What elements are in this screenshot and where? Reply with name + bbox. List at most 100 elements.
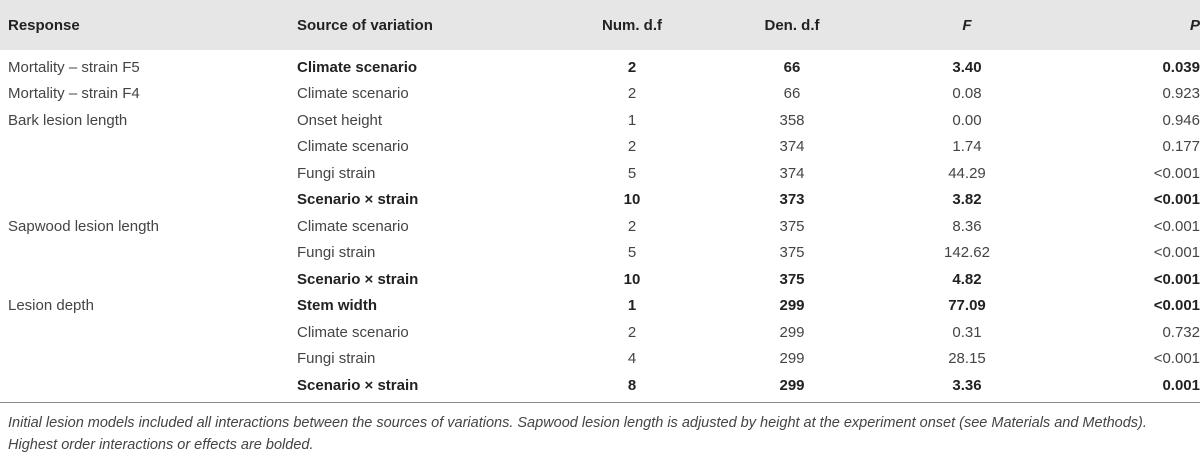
- header-f-label: F: [962, 16, 972, 34]
- cell-p-value: <0.001: [1153, 244, 1200, 262]
- table-row: Scenario × strain 10 375 4.82 <0.001: [0, 266, 1200, 293]
- cell-num-df: 2: [627, 217, 637, 235]
- cell-f-value: 8.36: [952, 217, 982, 235]
- header-response: Response: [8, 16, 80, 34]
- cell-f-value: 0.00: [952, 111, 982, 129]
- cell-den-df: 358: [779, 111, 805, 129]
- cell-num-df: 2: [627, 138, 637, 156]
- cell-source-of-variation: Scenario × strain: [297, 191, 419, 209]
- table-row: Scenario × strain 8 299 3.36 0.001: [0, 372, 1200, 403]
- cell-den-df: 299: [779, 350, 805, 368]
- cell-num-df: 2: [627, 323, 637, 341]
- cell-f-value: 0.08: [952, 85, 982, 103]
- header-p-label: P: [1189, 16, 1200, 34]
- header-num-df: Num. d.f: [602, 16, 662, 34]
- table-row: Climate scenario 2 374 1.74 0.177: [0, 134, 1200, 161]
- table-footnote: Initial lesion models included all inter…: [8, 414, 1147, 453]
- cell-num-df: 2: [627, 58, 637, 76]
- cell-num-df: 5: [627, 244, 637, 262]
- header-den-df: Den. d.f: [764, 16, 820, 34]
- cell-f-value: 142.62: [944, 244, 990, 262]
- cell-response: [0, 319, 297, 346]
- cell-num-df: 4: [627, 350, 637, 368]
- table-row: Fungi strain 5 375 142.62 <0.001: [0, 240, 1200, 267]
- cell-den-df: 299: [697, 372, 887, 403]
- cell-f-value: 3.40: [952, 58, 982, 76]
- anova-results-table: Response Source of variation Num. d.f De…: [0, 0, 1200, 403]
- cell-den-df: 373: [779, 191, 805, 209]
- cell-source-of-variation: Climate scenario: [297, 58, 418, 76]
- cell-p-value: <0.001: [1153, 350, 1200, 368]
- cell-den-df: 375: [779, 244, 805, 262]
- cell-f-value: 3.36: [887, 372, 1047, 403]
- cell-response: Bark lesion length: [8, 111, 128, 129]
- cell-response: Mortality – strain F5: [8, 58, 140, 76]
- cell-f-value: 4.82: [952, 270, 982, 288]
- table-row: Mortality – strain F5 Climate scenario 2 66…: [0, 50, 1200, 81]
- header-f: F: [887, 0, 1047, 50]
- cell-response: Mortality – strain F4: [8, 85, 140, 103]
- cell-source-of-variation: Scenario × strain: [297, 372, 567, 403]
- cell-p-value: <0.001: [1153, 270, 1200, 288]
- cell-response: [0, 134, 297, 161]
- cell-f-value: 44.29: [948, 164, 986, 182]
- table-body: Mortality – strain F5 Climate scenario 2 66…: [0, 50, 1200, 403]
- cell-source-of-variation: Onset height: [297, 111, 383, 129]
- cell-f-value: 28.15: [948, 350, 986, 368]
- cell-response: [0, 240, 297, 267]
- table-row: Mortality – strain F4 Climate scenario 2 66…: [0, 81, 1200, 108]
- cell-num-df: 1: [627, 297, 637, 315]
- cell-response: [0, 266, 297, 293]
- cell-num-df: 8: [567, 372, 697, 403]
- cell-p-value: 0.923: [1162, 85, 1200, 103]
- cell-den-df: 374: [779, 164, 805, 182]
- cell-num-df: 10: [623, 270, 641, 288]
- cell-num-df: 1: [627, 111, 637, 129]
- header-source-of-variation: Source of variation: [297, 16, 433, 34]
- cell-source-of-variation: Stem width: [297, 297, 378, 315]
- header-p: P: [1047, 0, 1200, 50]
- cell-source-of-variation: Climate scenario: [297, 217, 409, 235]
- cell-den-df: 66: [783, 85, 801, 103]
- table-row: Scenario × strain 10 373 3.82 <0.001: [0, 187, 1200, 214]
- cell-f-value: 0.31: [952, 323, 982, 341]
- header-row: Response Source of variation Num. d.f De…: [0, 0, 1200, 50]
- cell-p-value: <0.001: [1153, 297, 1200, 315]
- table-row: Bark lesion length Onset height 1 358 0.00 0.…: [0, 107, 1200, 134]
- cell-response: Sapwood lesion length: [8, 217, 159, 235]
- cell-response: [0, 160, 297, 187]
- table-row: Climate scenario 2 299 0.31 0.732: [0, 319, 1200, 346]
- table-header: Response Source of variation Num. d.f De…: [0, 0, 1200, 50]
- cell-source-of-variation: Climate scenario: [297, 138, 409, 156]
- cell-den-df: 66: [783, 58, 801, 76]
- cell-p-value: <0.001: [1153, 191, 1200, 209]
- table-row: Sapwood lesion length Climate scenario 2 37…: [0, 213, 1200, 240]
- cell-response: Lesion depth: [8, 297, 94, 315]
- cell-response: [0, 187, 297, 214]
- cell-f-value: 3.82: [952, 191, 982, 209]
- cell-den-df: 375: [779, 217, 805, 235]
- cell-den-df: 299: [779, 323, 805, 341]
- table-row: Fungi strain 4 299 28.15 <0.001: [0, 346, 1200, 373]
- cell-p-value: 0.177: [1162, 138, 1200, 156]
- cell-den-df: 299: [779, 297, 805, 315]
- table-row: Fungi strain 5 374 44.29 <0.001: [0, 160, 1200, 187]
- cell-source-of-variation: Climate scenario: [297, 85, 409, 103]
- cell-source-of-variation: Fungi strain: [297, 350, 376, 368]
- cell-source-of-variation: Scenario × strain: [297, 270, 419, 288]
- cell-den-df: 374: [779, 138, 805, 156]
- cell-num-df: 5: [627, 164, 637, 182]
- cell-num-df: 10: [623, 191, 641, 209]
- cell-f-value: 77.09: [948, 297, 986, 315]
- table-row: Lesion depth Stem width 1 299 77.09 <0.001: [0, 293, 1200, 320]
- cell-p-value: 0.039: [1162, 58, 1200, 76]
- cell-response: [0, 346, 297, 373]
- cell-num-df: 2: [627, 85, 637, 103]
- cell-p-value: 0.732: [1162, 323, 1200, 341]
- cell-source-of-variation: Climate scenario: [297, 323, 409, 341]
- cell-f-value: 1.74: [952, 138, 982, 156]
- cell-source-of-variation: Fungi strain: [297, 164, 376, 182]
- cell-response: [0, 372, 297, 403]
- cell-p-value: 0.001: [1047, 372, 1200, 403]
